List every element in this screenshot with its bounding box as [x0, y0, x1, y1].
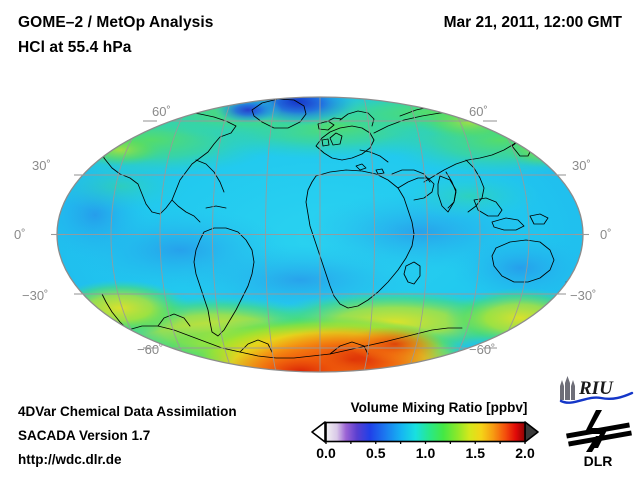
dlr-wordmark: DLR [584, 453, 613, 469]
colorbar [311, 420, 539, 446]
lat-label-left-30: 30˚ [32, 158, 51, 173]
colorbar-tick-label: 0.0 [316, 445, 336, 461]
dlr-mark-icon [566, 410, 632, 452]
lat-label-right-0: 0˚ [600, 227, 612, 242]
colorbar-tick-label: 2.0 [515, 445, 535, 461]
lat-label-right-60: 60˚ [469, 104, 488, 119]
dlr-logo-svg: DLR [566, 410, 632, 469]
lat-label-right-minus60: −60˚ [469, 342, 496, 357]
lat-label-right-minus30: −30˚ [570, 288, 597, 303]
riu-wave-icon [559, 391, 634, 404]
colorbar-min-arrow [311, 421, 326, 443]
footer-line-1: 4DVar Chemical Data Assimilation [18, 404, 237, 419]
colorbar-tick-label: 1.0 [415, 445, 436, 461]
riu-logo: RIU [557, 374, 635, 406]
colorbar-title: Volume Mixing Ratio [ppbv] [350, 400, 528, 415]
lat-label-left-60: 60˚ [152, 104, 171, 119]
lat-label-left-minus30: −30˚ [22, 288, 49, 303]
footer-line-2: SACADA Version 1.7 [18, 428, 151, 443]
lat-label-left-minus60: −60˚ [137, 342, 164, 357]
lat-ticks [51, 120, 589, 349]
colorbar-tick-label: 1.5 [465, 445, 485, 461]
colorbar-tick-labels: 0.0 0.5 1.0 1.5 2.0 [311, 445, 539, 465]
riu-wordmark: RIU [578, 378, 614, 399]
lat-label-right-30: 30˚ [572, 158, 591, 173]
datetime-label: Mar 21, 2011, 12:00 GMT [443, 14, 622, 31]
colorbar-svg [311, 421, 539, 446]
footer-line-3[interactable]: http://wdc.dlr.de [18, 452, 122, 467]
page-title: GOME–2 / MetOp Analysis HCl at 55.4 hPa [18, 14, 214, 57]
riu-tower-icon [560, 376, 575, 400]
dlr-logo: DLR [562, 408, 634, 470]
riu-logo-svg: RIU [559, 376, 634, 404]
lat-label-left-0: 0˚ [14, 227, 26, 242]
colorbar-gradient [325, 421, 526, 443]
colorbar-max-arrow [524, 421, 539, 443]
title-line-1: GOME–2 / MetOp Analysis [18, 14, 214, 31]
title-line-2: HCl at 55.4 hPa [18, 39, 132, 56]
colorbar-tick-label: 0.5 [366, 445, 386, 461]
